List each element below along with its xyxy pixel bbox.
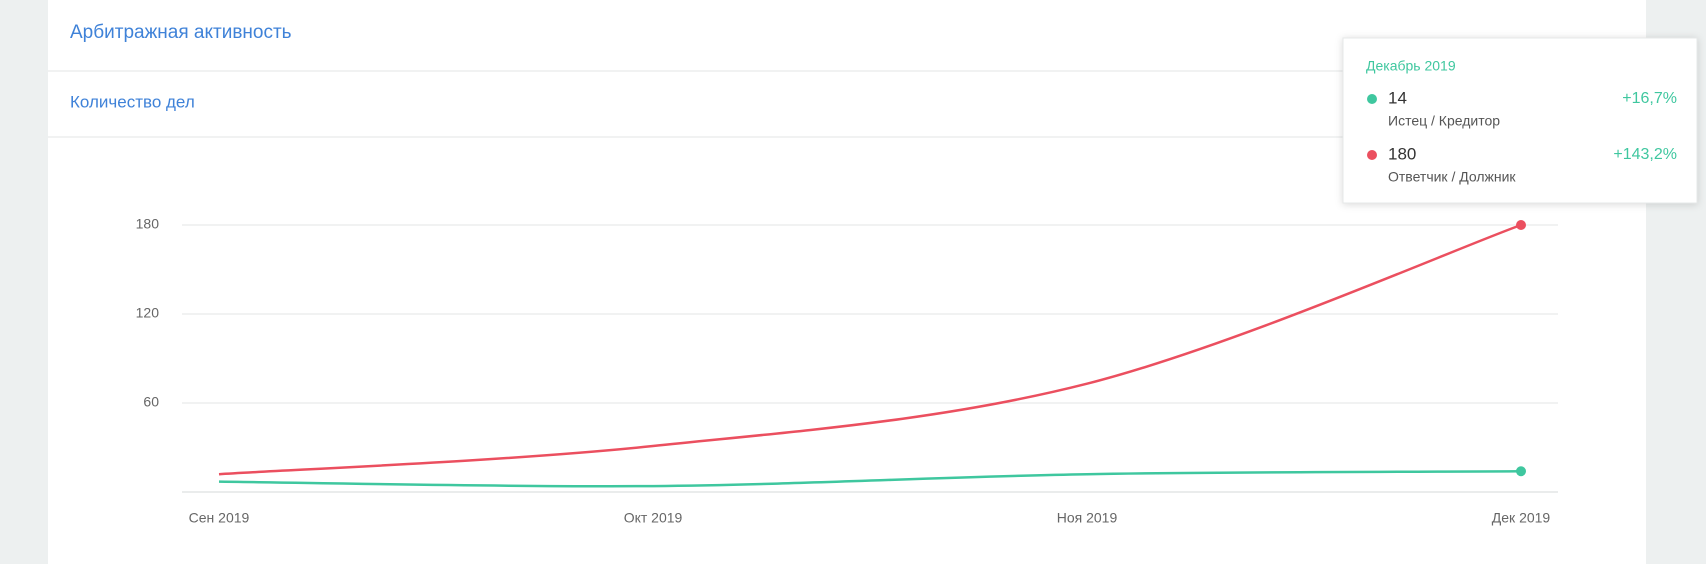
tooltip-value: 180 <box>1388 144 1416 163</box>
y-tick-label: 120 <box>136 305 160 321</box>
series-line <box>218 223 1522 476</box>
y-tick-label: 180 <box>136 216 160 232</box>
card-title: Арбитражная активность <box>70 22 292 43</box>
legend-label: Ответчик / Должник <box>1388 169 1516 185</box>
tooltip-value: 14 <box>1388 88 1407 107</box>
x-tick-label: Ноя 2019 <box>1057 510 1118 526</box>
point <box>1516 466 1526 477</box>
legend-label: Истец / Кредитор <box>1388 113 1500 129</box>
tooltip-change: +16,7% <box>1622 90 1677 107</box>
y-tick-label: 60 <box>143 394 159 410</box>
point <box>1516 220 1526 230</box>
series-line <box>218 469 1522 488</box>
legend-dot <box>1367 94 1377 104</box>
x-tick-label: Окт 2019 <box>624 510 683 526</box>
legend-dot <box>1367 150 1377 160</box>
tooltip <box>1342 37 1698 204</box>
x-tick-label: Дек 2019 <box>1492 510 1551 526</box>
tooltip-change: +143,2% <box>1613 146 1677 163</box>
x-tick-label: Сен 2019 <box>189 510 250 526</box>
card-subtitle: Количество дел <box>70 92 195 111</box>
tooltip-title: Декабрь 2019 <box>1366 58 1456 74</box>
